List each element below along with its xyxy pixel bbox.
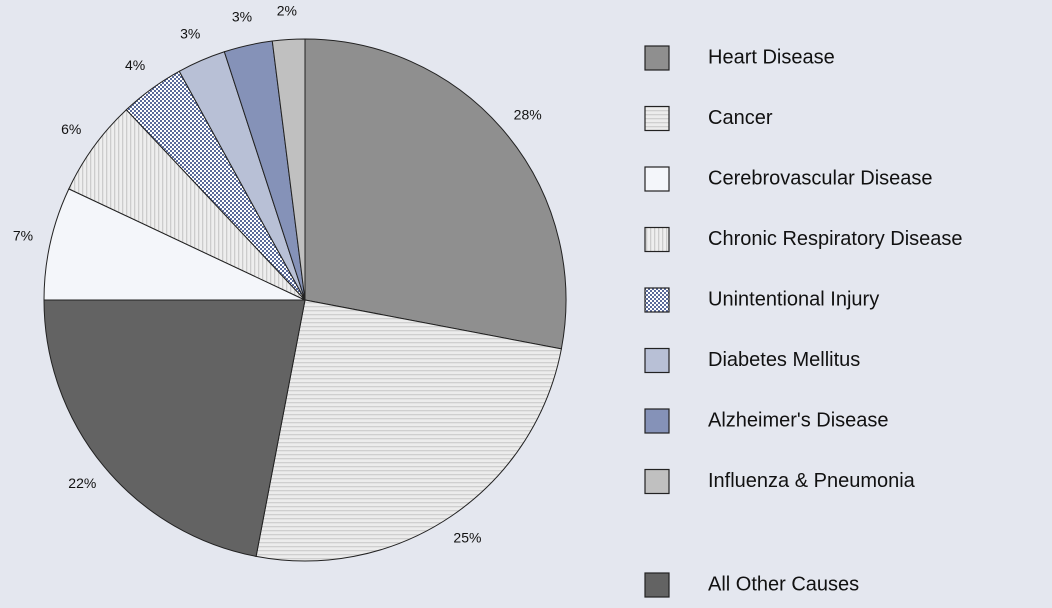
legend-label: Cancer [708,107,773,129]
slice-label: 28% [514,106,542,122]
legend-swatch [644,408,670,434]
slice-label: 4% [125,57,145,73]
slice-label: 3% [232,9,252,25]
legend-label: All Other Causes [708,573,859,595]
legend-label: Cerebrovascular Disease [708,167,933,189]
pie-slice [304,38,567,350]
legend-label: Chronic Respiratory Disease [708,228,963,250]
legend-label: Alzheimer's Disease [708,409,889,431]
legend-label: Unintentional Injury [708,288,879,310]
legend-swatch [644,572,670,598]
legend-swatch [644,287,670,313]
legend-swatch [644,166,670,192]
pie-slice [43,299,306,557]
legend-swatch [644,226,670,253]
legend-label: Diabetes Mellitus [708,349,860,371]
pie-slice [255,299,562,562]
pie-slice [271,38,306,301]
slice-label: 2% [277,2,297,18]
slice-label: 22% [68,475,96,491]
legend-label: Influenza & Pneumonia [708,470,916,492]
legend-swatch [644,347,670,374]
legend-label: Heart Disease [708,46,835,68]
slice-label: 3% [180,25,200,41]
legend-swatch [644,105,670,132]
slice-label: 7% [13,228,33,244]
legend-swatch [644,45,670,71]
pie-slice [43,188,306,301]
slice-label: 25% [453,530,481,546]
slice-label: 6% [61,121,81,137]
legend-swatch [644,468,670,495]
